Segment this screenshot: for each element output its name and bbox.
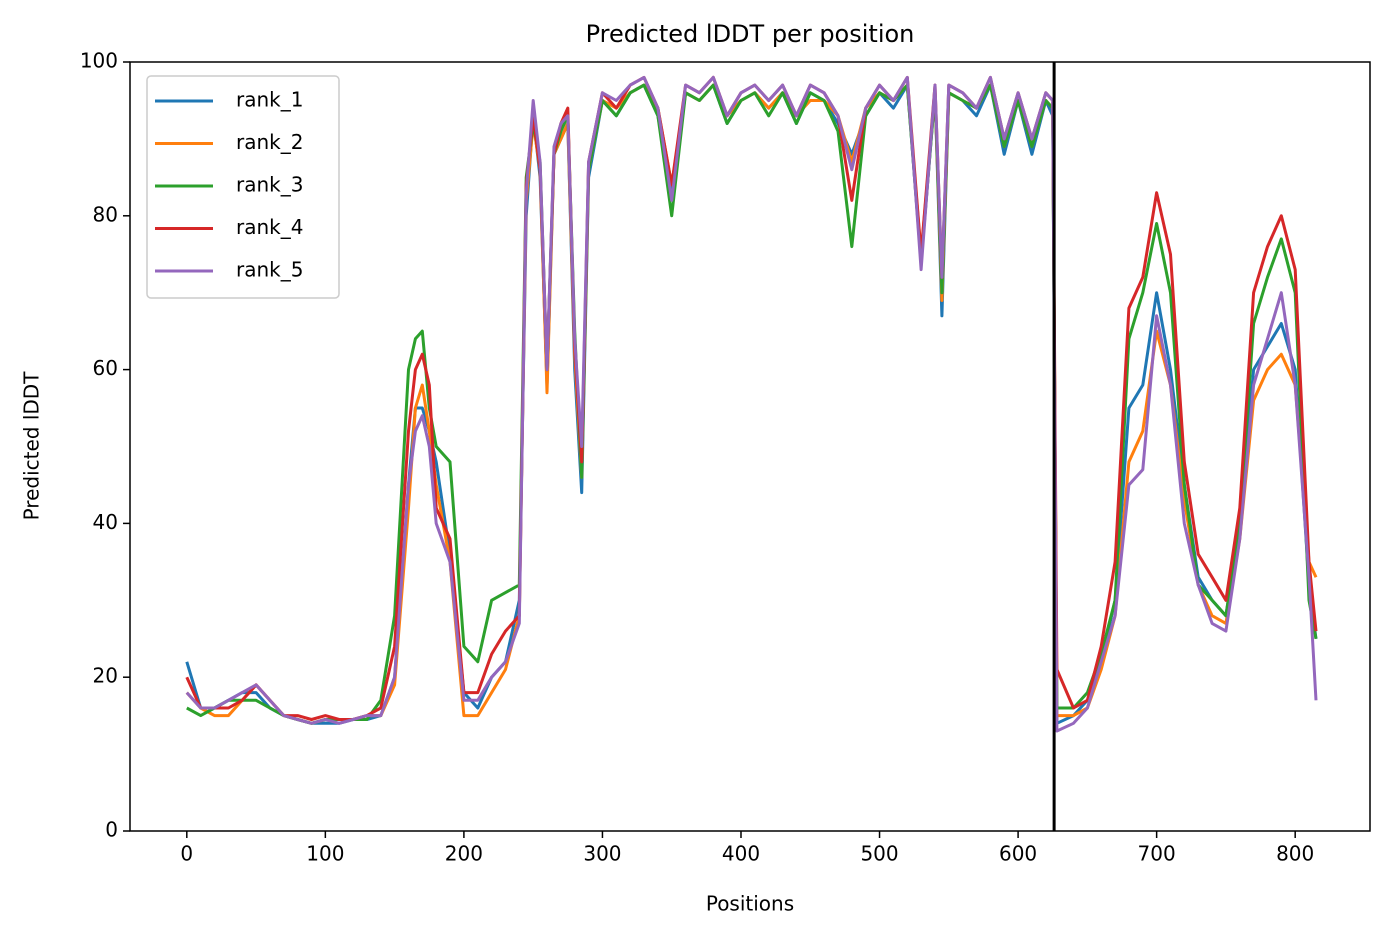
x-axis-label: Positions <box>706 892 794 916</box>
x-tick-label: 300 <box>583 842 621 866</box>
x-tick-label: 700 <box>1138 842 1176 866</box>
legend-label: rank_5 <box>236 258 303 282</box>
x-tick-label: 100 <box>306 842 344 866</box>
y-tick-label: 0 <box>105 818 118 842</box>
legend-box <box>146 75 340 299</box>
y-tick-label: 100 <box>80 49 118 73</box>
y-tick-label: 20 <box>93 664 118 688</box>
x-tick-label: 500 <box>860 842 898 866</box>
legend-label: rank_1 <box>236 88 303 112</box>
series-line <box>186 83 1318 725</box>
series-line <box>185 83 1318 725</box>
legend-label: rank_3 <box>236 173 303 197</box>
legend-label: rank_2 <box>236 130 303 154</box>
x-tick-label: 600 <box>999 842 1037 866</box>
x-tick-label: 400 <box>722 842 760 866</box>
x-tick-label: 0 <box>180 842 193 866</box>
chart-title: Predicted lDDT per position <box>586 20 915 48</box>
plot-frame <box>129 61 1371 832</box>
y-axis-label: Predicted lDDT <box>20 371 44 521</box>
legend-label: rank_4 <box>236 215 303 239</box>
x-tick-label: 800 <box>1276 842 1314 866</box>
y-tick-label: 60 <box>93 356 118 380</box>
x-tick-label: 200 <box>445 842 483 866</box>
y-tick-label: 40 <box>93 510 118 534</box>
y-tick-label: 80 <box>93 202 118 226</box>
series-line <box>185 75 1318 733</box>
